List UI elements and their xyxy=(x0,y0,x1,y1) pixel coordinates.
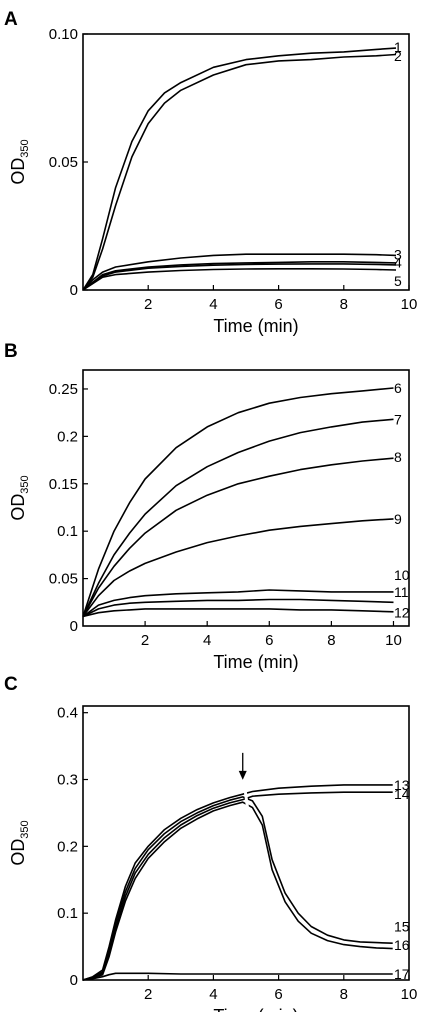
curve-break-mark xyxy=(242,779,250,810)
y-tick-label: 0.05 xyxy=(49,571,78,588)
series-line xyxy=(82,263,397,291)
x-tick-label: 6 xyxy=(274,296,282,313)
y-tick-label: 0.2 xyxy=(57,838,78,855)
series-line xyxy=(82,972,393,981)
x-axis-title: Time (min) xyxy=(213,316,298,336)
curve-number-label: 12 xyxy=(394,605,410,621)
series-line xyxy=(82,267,397,291)
x-tick-label: 2 xyxy=(144,296,152,313)
x-tick-label: 8 xyxy=(340,986,348,1003)
y-tick-label: 0.1 xyxy=(57,523,78,540)
series-line xyxy=(82,387,394,617)
series-line xyxy=(82,518,394,617)
series-line xyxy=(82,260,397,291)
series-line xyxy=(82,418,394,617)
y-tick-label: 0.2 xyxy=(57,428,78,445)
panel-letter-c: C xyxy=(4,674,18,695)
series-line xyxy=(82,796,393,981)
y-tick-label: 0.25 xyxy=(49,381,78,398)
panel-c: C 2 4 6 8 10 0.1 0.2 0.3 0.4 0 Time (min) OD350 1314… xyxy=(4,674,417,1012)
arrow-head xyxy=(238,770,247,780)
series-line xyxy=(82,589,394,618)
y-tick-label: 0.10 xyxy=(49,26,78,43)
x-tick-label: 10 xyxy=(401,986,418,1003)
y-tick-label: 0 xyxy=(70,282,78,299)
curve-number-label: 13 xyxy=(394,777,410,793)
series-line xyxy=(82,791,393,981)
y-tick-label: 0.15 xyxy=(49,476,78,493)
curve-number-label: 3 xyxy=(394,247,402,263)
curve-number-label: 7 xyxy=(394,411,402,427)
y-tick-label: 0.05 xyxy=(49,154,78,171)
x-tick-label: 8 xyxy=(327,632,335,649)
plot-frame xyxy=(82,33,410,291)
x-tick-label: 4 xyxy=(209,986,217,1003)
x-axis-title: Time (min) xyxy=(213,1006,298,1012)
y-tick-label: 0.4 xyxy=(57,705,78,722)
curve-number-label: 6 xyxy=(394,380,402,396)
plot-frame xyxy=(82,705,410,981)
panel-letter-b: B xyxy=(4,341,18,362)
y-tick-label: 0.3 xyxy=(57,772,78,789)
curve-number-label: 16 xyxy=(394,937,410,953)
x-tick-label: 2 xyxy=(141,632,149,649)
x-tick-label: 10 xyxy=(401,296,418,313)
series-line xyxy=(82,598,394,618)
y-axis-title: OD350 xyxy=(8,475,31,520)
curve-number-label: 8 xyxy=(394,449,402,465)
origin-label: 0 xyxy=(70,618,78,635)
y-tick-label: 0.1 xyxy=(57,905,78,922)
x-tick-label: 6 xyxy=(265,632,273,649)
x-tick-label: 4 xyxy=(209,296,217,313)
series-line xyxy=(82,801,393,981)
series-line xyxy=(82,457,394,617)
x-axis-title: Time (min) xyxy=(213,652,298,672)
curve-number-label: 15 xyxy=(394,919,410,935)
y-axis-title: OD350 xyxy=(8,820,31,865)
x-tick-label: 4 xyxy=(203,632,211,649)
plot-frame xyxy=(82,369,410,627)
curve-number-label: 17 xyxy=(394,966,410,982)
y-axis-title: OD350 xyxy=(8,139,31,184)
curve-number-label: 4 xyxy=(394,254,402,270)
x-tick-label: 2 xyxy=(144,986,152,1003)
series-line xyxy=(82,608,394,618)
curve-number-label: 10 xyxy=(394,567,410,583)
x-tick-label: 10 xyxy=(385,632,402,649)
series-line xyxy=(82,47,397,291)
curve-number-label: 2 xyxy=(394,48,402,64)
origin-label: 0 xyxy=(70,972,78,989)
curve-number-label: 1 xyxy=(394,39,402,55)
series-line xyxy=(82,253,397,291)
x-tick-label: 6 xyxy=(274,986,282,1003)
panel-b: B 2 4 6 8 10 0.05 0.1 0.15 0.2 0.25 0 Time (min) OD3… xyxy=(4,341,410,672)
curve-number-label: 14 xyxy=(394,786,410,802)
series-line xyxy=(82,53,397,291)
curve-number-label: 5 xyxy=(394,273,402,289)
curve-number-label: 11 xyxy=(394,584,409,600)
curve-number-label: 9 xyxy=(394,511,402,527)
panel-letter-a: A xyxy=(4,9,18,30)
x-tick-label: 8 xyxy=(340,296,348,313)
